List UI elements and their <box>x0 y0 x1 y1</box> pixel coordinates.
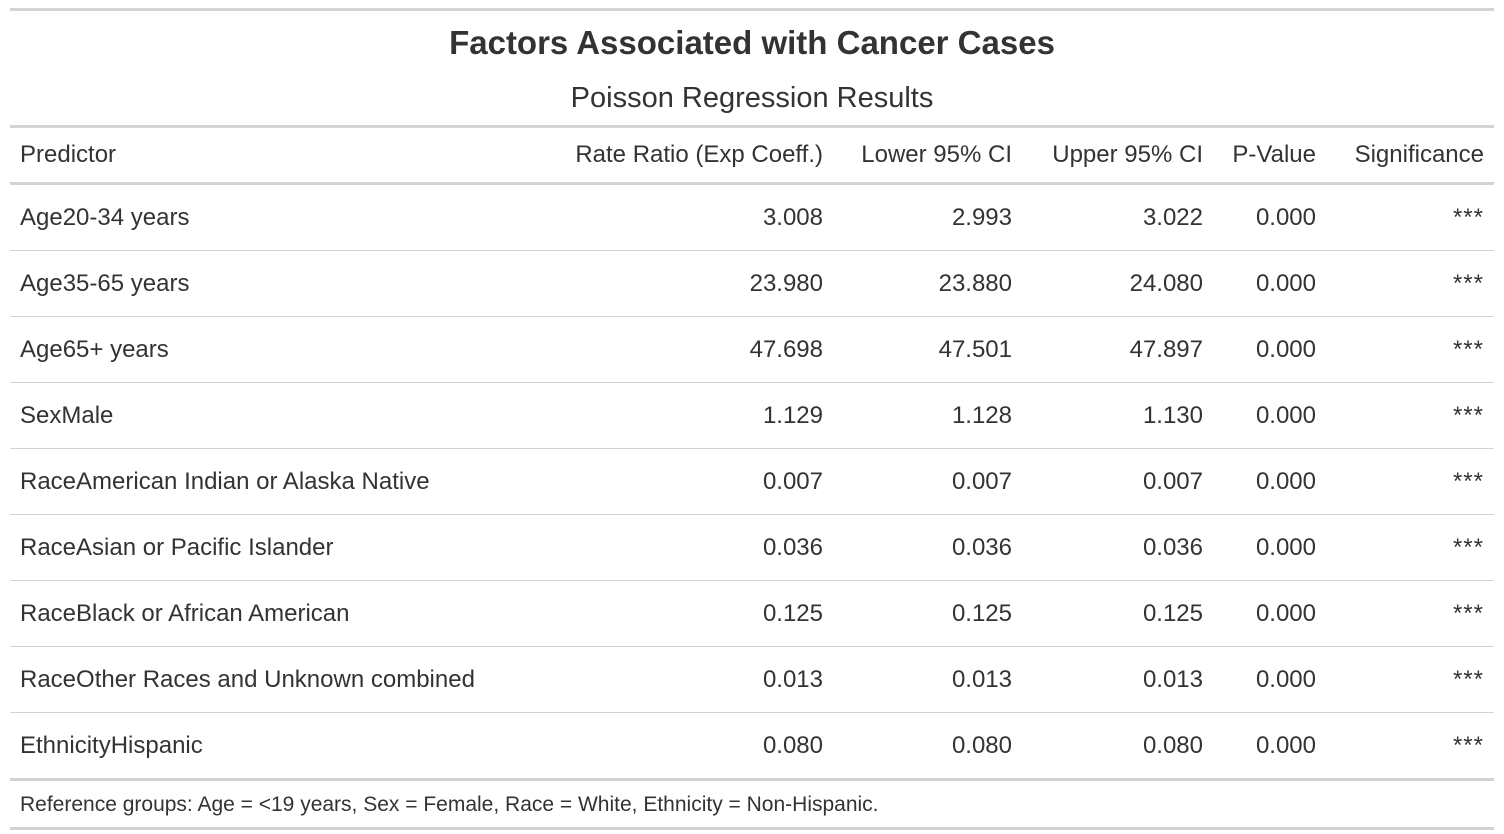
rate-ratio-cell: 1.129 <box>528 382 833 449</box>
column-header-upper-ci: Upper 95% CI <box>1022 128 1213 185</box>
column-header-row: Predictor Rate Ratio (Exp Coeff.) Lower … <box>10 128 1494 185</box>
table-row: RaceAsian or Pacific Islander 0.036 0.03… <box>10 514 1494 581</box>
top-rule <box>10 8 1494 11</box>
predictor-cell: RaceAmerican Indian or Alaska Native <box>10 448 528 515</box>
significance-cell: *** <box>1326 183 1494 251</box>
significance-cell: *** <box>1326 250 1494 317</box>
regression-table: Predictor Rate Ratio (Exp Coeff.) Lower … <box>10 128 1494 781</box>
significance-cell: *** <box>1326 382 1494 449</box>
regression-table-container: Factors Associated with Cancer Cases Poi… <box>10 8 1494 830</box>
upper-ci-cell: 24.080 <box>1022 250 1213 317</box>
lower-ci-cell: 0.036 <box>833 514 1022 581</box>
lower-ci-cell: 0.125 <box>833 580 1022 647</box>
p-value-cell: 0.000 <box>1213 712 1326 781</box>
significance-cell: *** <box>1326 514 1494 581</box>
table-row: Age20-34 years 3.008 2.993 3.022 0.000 *… <box>10 183 1494 251</box>
rate-ratio-cell: 0.125 <box>528 580 833 647</box>
p-value-cell: 0.000 <box>1213 514 1326 581</box>
table-footnote: Reference groups: Age = <19 years, Sex =… <box>20 793 879 816</box>
column-header-lower-ci: Lower 95% CI <box>833 128 1022 185</box>
table-row: Age65+ years 47.698 47.501 47.897 0.000 … <box>10 316 1494 383</box>
p-value-cell: 0.000 <box>1213 250 1326 317</box>
upper-ci-cell: 0.013 <box>1022 646 1213 713</box>
table-row: RaceAmerican Indian or Alaska Native 0.0… <box>10 448 1494 515</box>
lower-ci-cell: 0.013 <box>833 646 1022 713</box>
significance-cell: *** <box>1326 712 1494 781</box>
column-header-p-value: P-Value <box>1213 128 1326 185</box>
upper-ci-cell: 1.130 <box>1022 382 1213 449</box>
p-value-cell: 0.000 <box>1213 580 1326 647</box>
predictor-cell: RaceOther Races and Unknown combined <box>10 646 528 713</box>
predictor-cell: SexMale <box>10 382 528 449</box>
significance-cell: *** <box>1326 646 1494 713</box>
rate-ratio-cell: 0.013 <box>528 646 833 713</box>
upper-ci-cell: 0.080 <box>1022 712 1213 781</box>
upper-ci-cell: 47.897 <box>1022 316 1213 383</box>
lower-ci-cell: 0.080 <box>833 712 1022 781</box>
upper-ci-cell: 3.022 <box>1022 183 1213 251</box>
predictor-cell: Age20-34 years <box>10 183 528 251</box>
upper-ci-cell: 0.007 <box>1022 448 1213 515</box>
rate-ratio-cell: 3.008 <box>528 183 833 251</box>
predictor-cell: RaceAsian or Pacific Islander <box>10 514 528 581</box>
predictor-cell: Age65+ years <box>10 316 528 383</box>
p-value-cell: 0.000 <box>1213 382 1326 449</box>
rate-ratio-cell: 0.080 <box>528 712 833 781</box>
table-row: RaceOther Races and Unknown combined 0.0… <box>10 646 1494 713</box>
lower-ci-cell: 1.128 <box>833 382 1022 449</box>
p-value-cell: 0.000 <box>1213 646 1326 713</box>
lower-ci-cell: 2.993 <box>833 183 1022 251</box>
table-title: Factors Associated with Cancer Cases <box>449 24 1055 61</box>
table-row: Age35-65 years 23.980 23.880 24.080 0.00… <box>10 250 1494 317</box>
column-header-significance: Significance <box>1326 128 1494 185</box>
bottom-rule <box>10 827 1494 830</box>
table-row: RaceBlack or African American 0.125 0.12… <box>10 580 1494 647</box>
table-row: EthnicityHispanic 0.080 0.080 0.080 0.00… <box>10 712 1494 781</box>
table-subtitle: Poisson Regression Results <box>570 82 934 114</box>
significance-cell: *** <box>1326 316 1494 383</box>
p-value-cell: 0.000 <box>1213 316 1326 383</box>
upper-ci-cell: 0.036 <box>1022 514 1213 581</box>
upper-ci-cell: 0.125 <box>1022 580 1213 647</box>
lower-ci-cell: 23.880 <box>833 250 1022 317</box>
lower-ci-cell: 47.501 <box>833 316 1022 383</box>
column-header-rate-ratio: Rate Ratio (Exp Coeff.) <box>528 128 833 185</box>
rate-ratio-cell: 0.007 <box>528 448 833 515</box>
column-header-predictor: Predictor <box>10 128 528 185</box>
heading-rule <box>10 125 1494 128</box>
rate-ratio-cell: 0.036 <box>528 514 833 581</box>
predictor-cell: RaceBlack or African American <box>10 580 528 647</box>
table-row: SexMale 1.129 1.128 1.130 0.000 *** <box>10 382 1494 449</box>
predictor-cell: Age35-65 years <box>10 250 528 317</box>
predictor-cell: EthnicityHispanic <box>10 712 528 781</box>
p-value-cell: 0.000 <box>1213 183 1326 251</box>
significance-cell: *** <box>1326 448 1494 515</box>
lower-ci-cell: 0.007 <box>833 448 1022 515</box>
rate-ratio-cell: 47.698 <box>528 316 833 383</box>
p-value-cell: 0.000 <box>1213 448 1326 515</box>
significance-cell: *** <box>1326 580 1494 647</box>
rate-ratio-cell: 23.980 <box>528 250 833 317</box>
